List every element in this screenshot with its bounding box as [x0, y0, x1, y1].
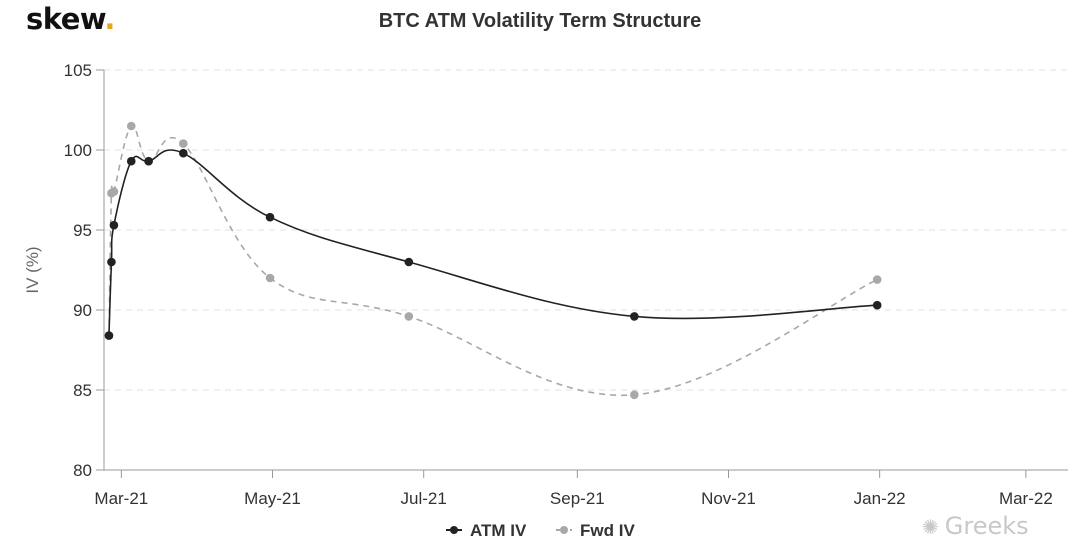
y-tick-label: 100 — [64, 141, 92, 160]
y-tick-label: 90 — [73, 301, 92, 320]
fwd-iv-point — [265, 273, 275, 283]
x-tick-label: Nov-21 — [701, 489, 756, 508]
atm-iv-point — [179, 148, 188, 158]
grid-layer — [104, 69, 1068, 391]
y-tick-label: 85 — [73, 381, 92, 400]
fwd-iv-point — [179, 139, 188, 148]
x-tick-label: Mar-22 — [999, 489, 1053, 508]
legend-fwd-iv-label[interactable]: Fwd IV — [580, 521, 635, 540]
wechat-icon: ✺ — [922, 515, 939, 539]
atm-iv-point — [109, 220, 119, 230]
fwd-iv-point — [126, 121, 136, 131]
atm-iv-point — [144, 156, 153, 166]
fwd-iv-point — [872, 275, 882, 284]
atm-iv-point — [126, 156, 136, 166]
y-tick-label: 95 — [73, 221, 92, 240]
fwd-iv-point — [109, 187, 119, 196]
skew-logo: skew. — [26, 2, 115, 36]
logo-text: skew — [26, 2, 105, 36]
atm-iv-point — [104, 331, 114, 340]
legend[interactable]: ATM IV Fwd IV — [446, 521, 635, 540]
y-tick-label: 80 — [73, 461, 92, 480]
watermark-text: Greeks — [944, 512, 1029, 540]
fwd-iv-point — [630, 390, 639, 400]
greeks-watermark: ✺ Greeks — [922, 512, 1029, 540]
atm-iv-point — [872, 300, 882, 310]
x-tick-label: May-21 — [244, 489, 301, 508]
atm-iv-point — [404, 257, 414, 267]
chart-title: BTC ATM Volatility Term Structure — [378, 10, 702, 32]
atm-iv-point — [630, 312, 639, 321]
legend-atm-iv-label[interactable]: ATM IV — [470, 521, 527, 540]
x-tick-label: Mar-21 — [94, 489, 148, 508]
x-tick-label: Jul-21 — [401, 489, 447, 508]
fwd-iv-line — [108, 125, 878, 397]
atm-iv-line — [108, 149, 878, 336]
y-tick-label: 105 — [64, 61, 92, 80]
series-layer — [104, 121, 882, 400]
legend-fwd-iv-marker — [560, 526, 568, 534]
x-tick-label: Sep-21 — [550, 489, 605, 508]
atm-iv-point — [107, 257, 116, 267]
logo-dot: . — [104, 2, 115, 36]
axis-layer: 80 85 90 95 100 105 Mar-21 May-21 Jul-21 Sep-21 No… — [23, 61, 1068, 508]
legend-atm-iv-marker — [450, 526, 458, 534]
x-tick-label: Jan-22 — [854, 489, 906, 508]
atm-iv-point — [265, 212, 275, 222]
fwd-iv-point — [404, 312, 414, 321]
y-axis-title: IV (%) — [23, 246, 42, 293]
